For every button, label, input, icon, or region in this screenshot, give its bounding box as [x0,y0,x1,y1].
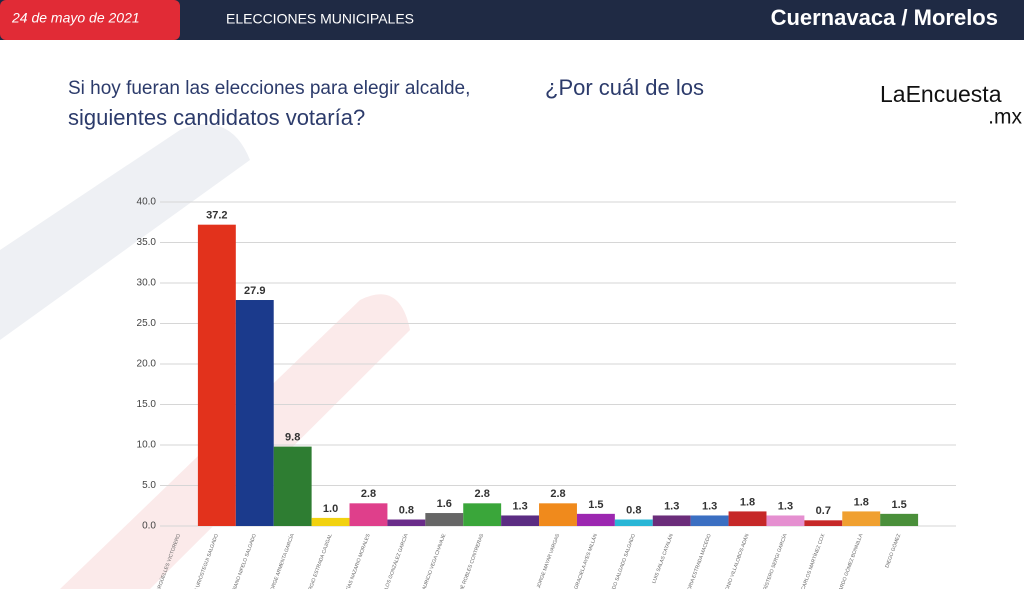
data-label: 1.5 [891,499,906,511]
bar [614,519,653,526]
x-tick-label: ALFREDO SALGADO SALGADO [606,533,637,589]
y-tick-label: 5.0 [142,480,156,491]
data-label: 37.2 [206,210,227,222]
bar [235,300,274,526]
brand-name: LaEncuesta [880,81,1002,107]
x-tick-label: JORGE ARMENTA GARCÍA [268,532,296,589]
bar [842,511,881,526]
x-tick-label: DIEGO GÓMEZ [883,533,902,569]
x-tick-label: JORGE MAYAR VARGAS [536,532,562,589]
x-tick-label: LUIS SALAS CATALÁN [650,532,675,584]
data-label: 1.3 [512,500,527,512]
bar [387,519,426,526]
y-tick-label: 20.0 [137,359,157,370]
y-tick-label: 40.0 [137,197,157,208]
bar [880,513,919,526]
data-label: 1.8 [740,496,755,508]
data-label: 0.8 [399,504,414,516]
chart-subtitle: ¿Por cuál de los siguientes candidatos vo… [68,75,704,130]
bar [197,224,236,526]
y-tick-label: 30.0 [137,278,157,289]
bar [311,517,350,526]
bar [425,513,464,526]
data-label: 1.8 [854,496,869,508]
data-label: 1.6 [437,498,452,510]
section: ELECCIONES MUNICIPALES [226,11,414,27]
y-tick-label: 25.0 [137,318,157,329]
x-tick-label: HONORIA ESTRADA MACEDO [683,533,713,589]
y-tick-label: 0.0 [142,521,156,532]
place: Cuernavaca / Morelos [771,5,998,30]
data-label: 27.9 [244,285,265,297]
x-tick-label: SERGIO ESTRADA CAJIGAL [305,533,333,589]
bar [576,513,615,526]
y-tick-label: 15.0 [137,399,157,410]
y-tick-label: 35.0 [137,237,157,248]
data-label: 1.3 [702,500,717,512]
bar [349,503,388,526]
data-label: 2.8 [550,488,565,500]
x-tick-label: ARÍSTERO SERGI GARCÍA [760,532,788,589]
data-label: 0.7 [816,505,831,517]
data-label: 1.0 [323,503,338,515]
bar [273,446,312,526]
bar [463,503,502,526]
bar [728,511,767,526]
x-tick-label: CIPRIANO NIFELO SALGADO [229,533,258,589]
x-tick-label: ANTONIO VILLALOBOS ADÁN [720,532,751,589]
bar [539,503,577,526]
bar [652,515,691,526]
bar [804,520,843,526]
chart-title: Si hoy fueran las elecciones para elegir… [68,78,470,99]
data-label: 2.8 [475,488,490,500]
bar [766,515,805,526]
data-label: 1.3 [778,500,793,512]
y-tick-label: 10.0 [137,440,157,451]
bar [501,515,540,526]
date-box [0,0,180,40]
data-label: 2.8 [361,488,376,500]
data-label: 1.3 [664,500,679,512]
data-label: 0.8 [626,504,641,516]
x-tick-label: MATÍAS NAZARIO MORALES [342,532,372,589]
brand-suffix: .mx [988,106,1022,129]
x-tick-label: MAURICIO VEGA CHAVAJE [420,532,448,589]
x-tick-label: CARLOS MARTÍNEZ COX [799,532,826,589]
data-label: 1.5 [588,499,603,511]
x-tick-label: GRACIELA AYES MILLÁN [572,532,599,589]
date: 24 de mayo de 2021 [11,10,140,26]
bar [690,515,729,526]
x-tick-label: CARLOS GONZÁLEZ GARCÍA [379,532,410,589]
x-tick-label: GERARDO GÓMEZ BONNILLA [833,532,864,589]
x-tick-label: NOÉ ROBLES CONTRERAS [456,532,485,589]
data-label: 9.8 [285,432,300,444]
